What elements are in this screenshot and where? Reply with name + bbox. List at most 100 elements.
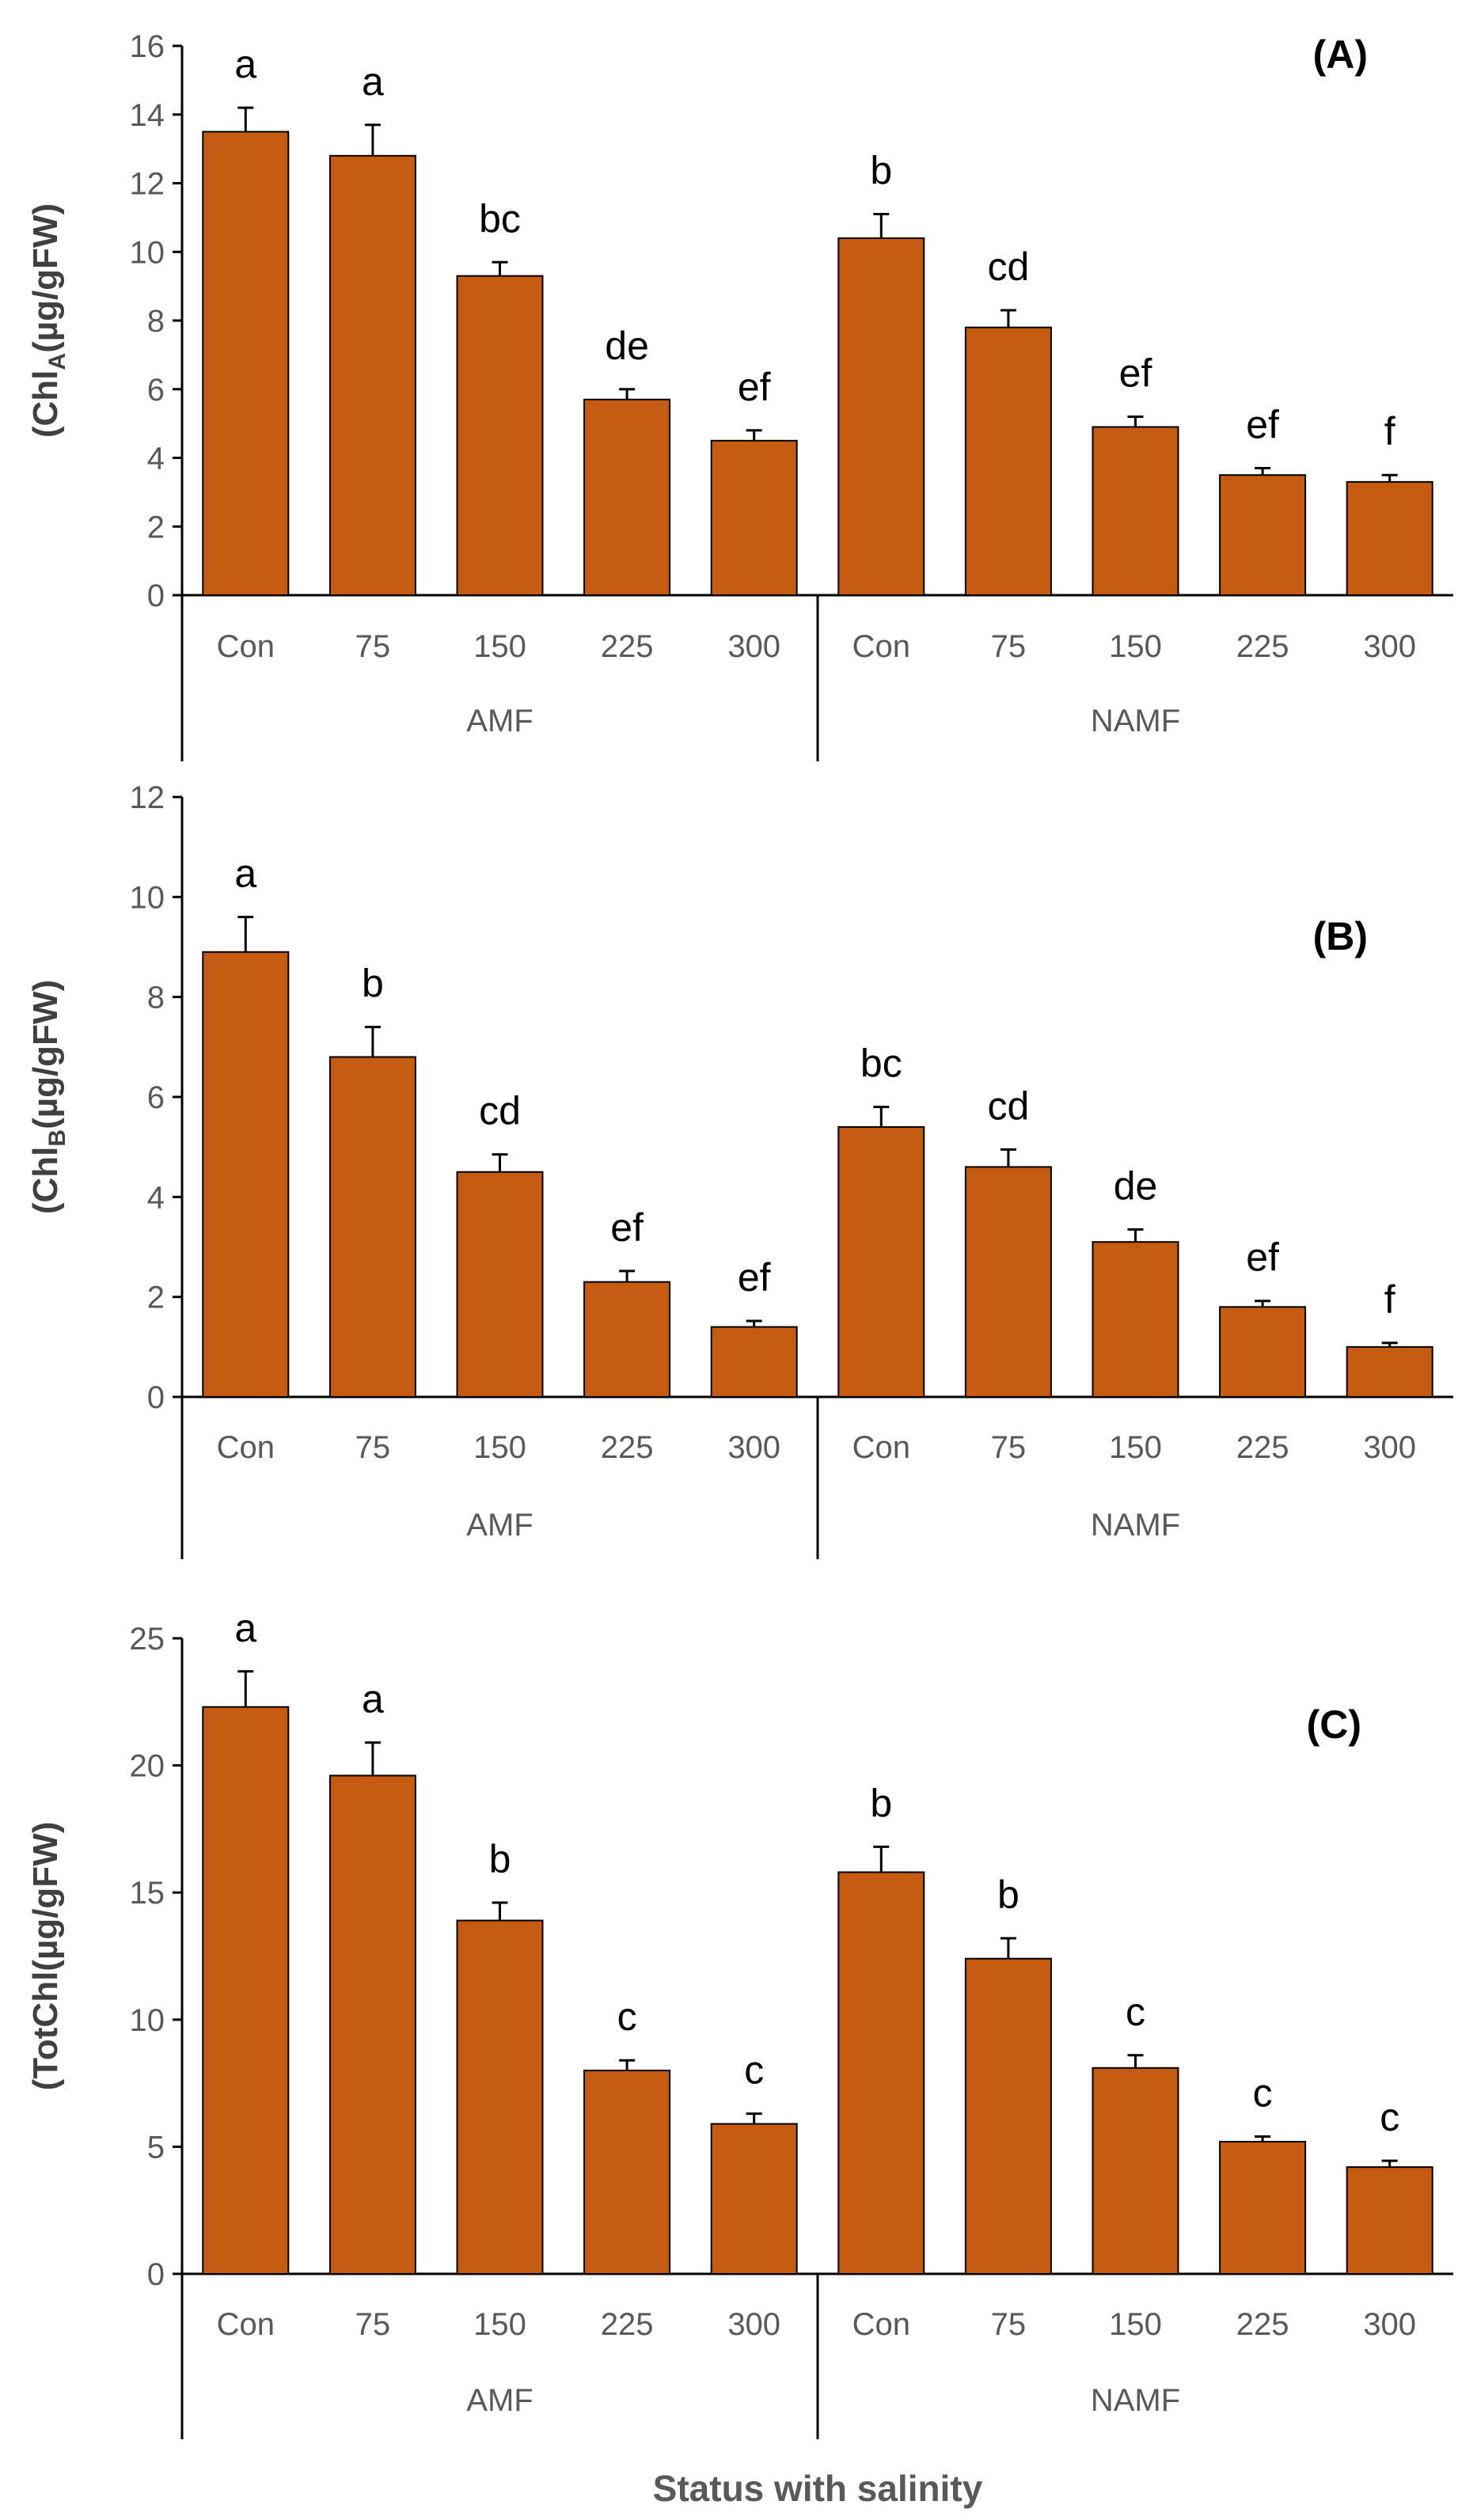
category-label: 75: [355, 2307, 391, 2342]
y-tick-label: 6: [147, 1080, 165, 1115]
y-tick-label: 10: [130, 880, 165, 915]
bar: [202, 1706, 290, 2275]
category-label: 75: [991, 1430, 1027, 1465]
significance-letter: c: [744, 2048, 764, 2093]
bar: [202, 951, 290, 1398]
significance-letter: b: [489, 1837, 511, 1881]
bar: [837, 237, 925, 596]
category-label: 75: [991, 2307, 1027, 2342]
significance-letter: b: [362, 962, 384, 1006]
bar: [1346, 2166, 1433, 2275]
significance-letter: de: [1114, 1163, 1158, 1208]
category-label: 150: [473, 2307, 526, 2342]
y-tick-label: 0: [147, 2257, 165, 2292]
x-axis-title: Status with salinity: [653, 2468, 983, 2509]
category-label: 75: [355, 1430, 391, 1465]
bar: [710, 1326, 798, 1398]
category-label: 300: [1363, 1430, 1416, 1465]
y-tick-label: 16: [130, 29, 165, 64]
y-tick-label: 0: [147, 1380, 165, 1415]
bar: [583, 1281, 671, 1399]
significance-letter: a: [362, 1677, 384, 1721]
significance-letter: b: [870, 149, 892, 193]
category-label: 300: [727, 2307, 780, 2342]
bar: [1092, 1241, 1179, 1399]
bar: [964, 326, 1052, 596]
category-label: 75: [355, 629, 391, 664]
significance-letter: ef: [1246, 1235, 1279, 1280]
bar: [1092, 426, 1179, 597]
bar: [1219, 2140, 1307, 2275]
significance-letter: a: [234, 42, 256, 86]
bar: [1219, 1306, 1307, 1399]
significance-letter: cd: [987, 245, 1029, 289]
bar: [837, 1125, 925, 1399]
significance-letter: c: [1126, 1990, 1145, 2034]
bar: [202, 131, 290, 596]
bar: [328, 1056, 416, 1398]
y-tick-label: 14: [130, 98, 165, 133]
y-tick-label: 10: [130, 2003, 165, 2038]
y-axis-title: (ChlA(µg/gFW): [26, 203, 70, 438]
significance-letter: f: [1384, 409, 1395, 454]
significance-letter: ef: [738, 365, 771, 409]
panel-label: (A): [1313, 32, 1368, 77]
significance-letter: ef: [738, 1255, 771, 1300]
significance-letter: ef: [1119, 351, 1152, 395]
significance-letter: c: [617, 1994, 637, 2039]
category-label: 300: [727, 1430, 780, 1465]
y-tick-label: 10: [130, 235, 165, 270]
category-label: 225: [601, 1430, 654, 1465]
y-tick-label: 8: [147, 304, 165, 339]
bar: [964, 1166, 1052, 1399]
group-label: AMF: [466, 2383, 533, 2418]
y-tick-label: 20: [130, 1749, 165, 1784]
significance-letter: bc: [479, 196, 521, 241]
significance-letter: c: [1380, 2095, 1399, 2139]
bar: [1346, 1345, 1433, 1399]
category-label: 300: [727, 629, 780, 664]
significance-letter: cd: [479, 1089, 521, 1133]
chart-panel-1: 0 2 4 6 8 10 12 14 16 a Con a 75 bc 150 de 225 ef 300 b Con c…: [26, 29, 1453, 761]
y-tick-label: 4: [147, 1180, 165, 1215]
significance-letter: a: [234, 852, 256, 896]
category-label: 225: [1236, 2307, 1289, 2342]
y-axis-title: (ChlB(µg/gFW): [26, 980, 70, 1214]
group-label: NAMF: [1091, 1508, 1180, 1543]
category-label: Con: [852, 2307, 910, 2342]
category-label: 225: [1236, 1430, 1289, 1465]
category-label: 300: [1363, 629, 1416, 664]
category-label: Con: [217, 2307, 275, 2342]
category-label: Con: [852, 629, 910, 664]
y-tick-label: 4: [147, 442, 165, 476]
bar: [456, 275, 544, 596]
category-label: 225: [601, 2307, 654, 2342]
y-tick-label: 12: [130, 780, 165, 815]
bar: [1092, 2066, 1179, 2275]
y-axis-title: (TotChl(µg/gFW): [26, 1822, 65, 2091]
panel-label: (C): [1307, 1702, 1361, 1747]
group-label: NAMF: [1091, 704, 1180, 738]
category-label: 225: [601, 629, 654, 664]
bar: [1219, 474, 1307, 596]
group-label: AMF: [466, 704, 533, 738]
category-label: 75: [991, 629, 1027, 664]
group-label: NAMF: [1091, 2383, 1180, 2418]
significance-letter: ef: [1246, 403, 1279, 447]
category-label: 150: [473, 1430, 526, 1465]
bar: [837, 1871, 925, 2275]
panel-label: (B): [1313, 914, 1368, 958]
chart-panel-3: 0 5 10 15 20 25 a Con a 75 b 150 c 225 c 300 b Con b 75 c 150…: [26, 1606, 1453, 2509]
category-label: 225: [1236, 629, 1289, 664]
category-label: Con: [852, 1430, 910, 1465]
group-label: AMF: [466, 1508, 533, 1543]
category-label: 150: [1109, 1430, 1162, 1465]
y-tick-label: 8: [147, 981, 165, 1015]
significance-letter: ef: [610, 1205, 644, 1250]
bar: [583, 2070, 671, 2275]
bar: [1346, 480, 1433, 596]
significance-letter: a: [362, 59, 384, 104]
bar: [710, 439, 798, 596]
y-tick-label: 5: [147, 2130, 165, 2165]
bar: [328, 1774, 416, 2275]
